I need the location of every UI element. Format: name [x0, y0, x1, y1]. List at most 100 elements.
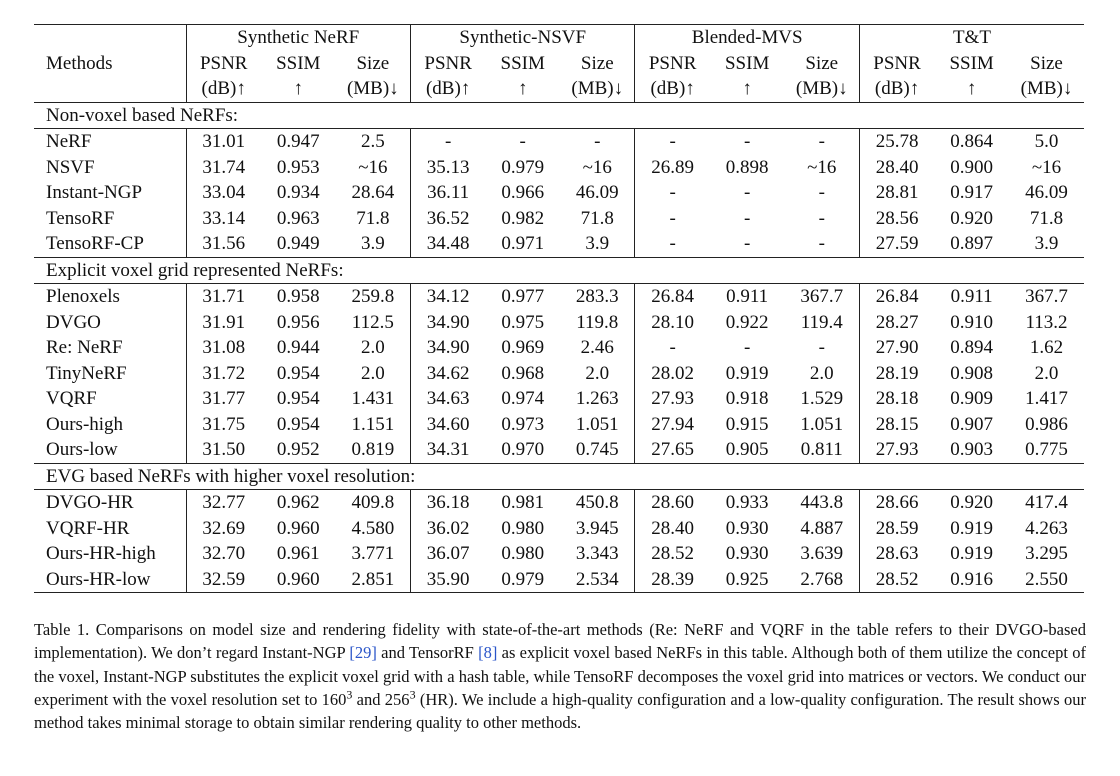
method-name: Re: NeRF — [34, 335, 187, 361]
metric-value: 2.0 — [560, 360, 636, 386]
metric-value: - — [744, 207, 751, 229]
section-title: EVG based NeRFs with higher voxel resolu… — [34, 462, 1084, 490]
metric-value: - — [669, 233, 676, 254]
metric-value: 113.2 — [1025, 311, 1068, 333]
metric-value: 450.8 — [560, 489, 636, 516]
metric-header: PSNR — [873, 52, 921, 74]
metric-value: 0.775 — [1025, 439, 1068, 460]
metric-value: 36.11 — [427, 182, 470, 203]
metric-value: 0.908 — [950, 362, 993, 384]
metric-value: 0.918 — [725, 388, 769, 409]
metric-value: 0.922 — [725, 311, 769, 333]
metric-value: 0.979 — [485, 566, 561, 593]
method-name: Instant-NGP — [34, 180, 187, 206]
metric-value: - — [784, 335, 860, 361]
metric-value: 0.819 — [335, 437, 411, 463]
metric-value: 34.60 — [426, 413, 470, 435]
metric-value: ~16 — [784, 154, 860, 180]
metric-value: 0.898 — [725, 156, 769, 178]
methods-header: Methods — [34, 50, 187, 76]
table-row: Plenoxels 31.71 0.958 259.8 34.12 0.977 283.3 2… — [34, 283, 1084, 310]
metric-unit-row: (dB)↑ ↑ (MB)↓ (dB)↑ ↑ (MB)↓ (dB)↑ ↑ (MB)… — [34, 76, 1084, 102]
metric-unit: (dB)↑ — [650, 78, 695, 99]
metric-header: SSIM — [500, 52, 545, 74]
metric-value: 36.07 — [426, 543, 470, 564]
method-name: VQRF — [34, 386, 187, 412]
metric-value: 1.62 — [1029, 337, 1064, 358]
metric-value: 0.970 — [501, 439, 545, 460]
metric-value: 34.12 — [410, 283, 486, 310]
method-name: Ours-HR-high — [34, 541, 187, 567]
metric-value: 0.980 — [501, 517, 545, 539]
superscript: 3 — [346, 687, 353, 702]
metric-value: 4.887 — [784, 515, 860, 541]
metric-value: 28.40 — [875, 156, 919, 178]
metric-value: 27.65 — [651, 439, 694, 460]
metric-value: 0.919 — [725, 362, 769, 384]
metric-value: 25.78 — [859, 128, 935, 155]
method-name: TinyNeRF — [34, 360, 187, 386]
metric-value: 1.417 — [1025, 388, 1068, 409]
metric-value: 0.811 — [784, 437, 860, 463]
superscript: 3 — [409, 687, 416, 702]
metric-value: 3.639 — [784, 541, 860, 567]
citation-link[interactable]: [29] — [349, 643, 377, 663]
metric-value: 34.48 — [426, 233, 470, 254]
metric-value: 2.0 — [784, 360, 860, 386]
metric-value: 0.960 — [276, 517, 320, 539]
metric-value: 31.01 — [186, 128, 261, 155]
metric-value: ~16 — [335, 154, 411, 180]
metric-value: 28.27 — [875, 311, 919, 333]
metric-value: 33.14 — [202, 207, 246, 229]
table-row: Ours-high 31.75 0.954 1.151 34.60 0.973 1.051 2… — [34, 411, 1084, 437]
metric-value: 0.894 — [950, 337, 993, 358]
method-name: NSVF — [34, 154, 187, 180]
citation-link[interactable]: [8] — [478, 643, 498, 663]
metric-value: ~16 — [560, 154, 636, 180]
table-row: TensoRF 33.14 0.963 71.8 36.52 0.982 71.8- - -28… — [34, 205, 1084, 231]
metric-value: - — [744, 233, 751, 254]
metric-value: 0.961 — [276, 543, 320, 564]
metric-value: 0.910 — [950, 311, 993, 333]
metric-value: 27.93 — [875, 439, 919, 460]
metric-value: 28.60 — [634, 489, 710, 516]
metric-value: 3.295 — [1025, 543, 1068, 564]
metric-value: 3.771 — [335, 541, 411, 567]
metric-value: 34.90 — [426, 311, 470, 333]
metric-value: 32.70 — [202, 543, 246, 564]
metric-value: - — [669, 182, 676, 203]
metric-value: - — [560, 128, 636, 155]
metric-value: 0.920 — [934, 489, 1010, 516]
metric-unit: (dB)↑ — [201, 78, 246, 99]
methods-header-spacer — [34, 24, 187, 51]
method-name: Plenoxels — [34, 283, 187, 310]
metric-unit: (MB)↓ — [784, 76, 860, 102]
metric-value: 0.954 — [276, 362, 320, 384]
metric-value: 0.979 — [501, 156, 545, 178]
metric-value: 0.911 — [934, 283, 1010, 310]
metric-value: 0.934 — [276, 182, 320, 203]
metric-value: 2.46 — [560, 335, 636, 361]
metric-value: 0.971 — [501, 233, 545, 254]
metric-value: 31.91 — [202, 311, 246, 333]
metric-value: 4.263 — [1025, 517, 1068, 539]
metric-value: 2.851 — [335, 566, 411, 593]
metric-value: 0.930 — [725, 543, 769, 564]
metric-value: 28.40 — [651, 517, 694, 539]
metric-value: 28.19 — [875, 362, 919, 384]
metric-value: 0.952 — [276, 439, 320, 460]
metric-value: 46.09 — [560, 180, 636, 206]
metric-value: 36.02 — [426, 517, 470, 539]
metric-value: 0.981 — [485, 489, 561, 516]
metric-value: 27.90 — [875, 337, 919, 358]
method-name: TensoRF — [34, 205, 187, 231]
metric-value: 0.944 — [276, 337, 320, 358]
metric-value: 0.973 — [501, 413, 545, 435]
metric-value: 27.59 — [875, 233, 919, 254]
metric-unit: (MB)↓ — [560, 76, 636, 102]
metric-value: 0.960 — [260, 566, 336, 593]
table-row: TensoRF-CP 31.56 0.949 3.9 34.48 0.971 3.9- - -2… — [34, 231, 1084, 257]
metric-value: 31.77 — [202, 388, 246, 409]
metric-value: 35.90 — [410, 566, 486, 593]
